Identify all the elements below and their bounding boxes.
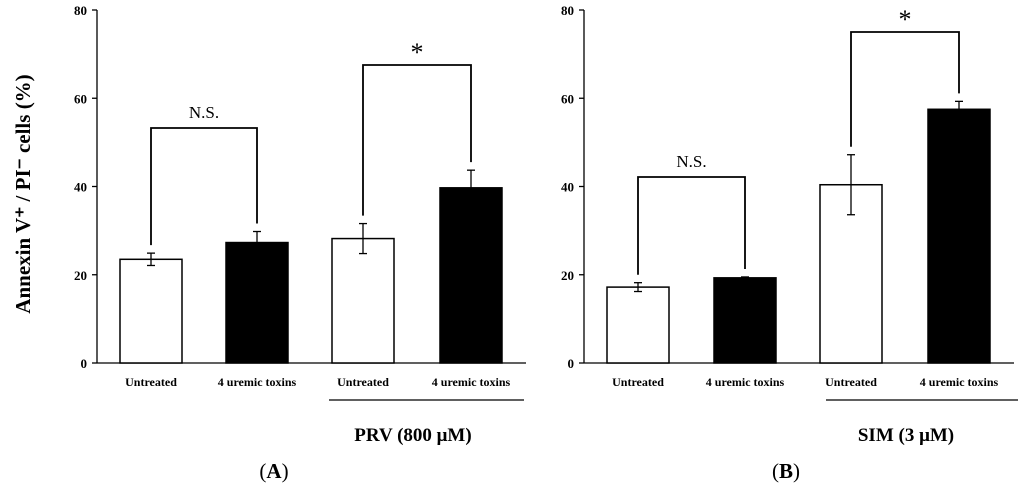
significance-bracket [637, 176, 746, 275]
category-label: Untreated [825, 375, 877, 389]
panel-label: (A) [259, 459, 288, 483]
significance-label: N.S. [676, 152, 706, 171]
category-label: 4 uremic toxins [432, 375, 511, 389]
y-tick-label: 0 [81, 356, 88, 371]
y-tick-label: 80 [74, 3, 87, 18]
panel-label: (B) [772, 459, 800, 483]
y-tick-label: 20 [74, 268, 87, 283]
significance-label: * [899, 5, 912, 34]
significance-bracket [150, 127, 258, 246]
paren-open: ( [259, 459, 266, 483]
category-label: Untreated [125, 375, 177, 389]
panel-letter: B [779, 459, 793, 483]
y-tick-label: 80 [561, 3, 574, 18]
group-label: PRV (800 μM) [354, 425, 471, 446]
paren-close: ) [793, 459, 800, 483]
bar-uremic-toxins [439, 187, 503, 364]
paren-open: ( [772, 459, 779, 483]
category-label: Untreated [612, 375, 664, 389]
y-tick-label: 20 [561, 268, 574, 283]
y-axis-title: Annexin V⁺ / PI⁻ cells (%) [11, 74, 35, 313]
y-tick-label: 40 [74, 180, 87, 195]
significance-label: * [411, 38, 424, 67]
bar-uremic-toxins [927, 108, 991, 364]
bar-uremic-toxins [225, 241, 289, 364]
category-label: 4 uremic toxins [218, 375, 297, 389]
paren-close: ) [282, 459, 289, 483]
significance-bracket [362, 64, 472, 216]
group-label: SIM (3 μM) [858, 425, 954, 446]
panel-letter: A [266, 459, 282, 483]
y-tick-label: 60 [561, 91, 574, 106]
y-tick-label: 40 [561, 180, 574, 195]
bar-untreated [331, 237, 395, 364]
category-label: 4 uremic toxins [920, 375, 999, 389]
significance-bracket [850, 31, 960, 147]
significance-label: N.S. [189, 103, 219, 122]
panel-b: 0 20 40 60 80 Untreated 4 uremic toxins Untreat… [561, 3, 1018, 483]
panel-a: 0 20 40 60 80 Untreated 4 uremic toxins Untreat… [74, 3, 526, 483]
category-label: Untreated [337, 375, 389, 389]
category-label: 4 uremic toxins [706, 375, 785, 389]
bar-untreated [119, 258, 183, 364]
bar-uremic-toxins [713, 277, 777, 364]
y-tick-label: 0 [568, 356, 575, 371]
y-tick-label: 60 [74, 91, 87, 106]
bar-untreated [606, 286, 670, 364]
